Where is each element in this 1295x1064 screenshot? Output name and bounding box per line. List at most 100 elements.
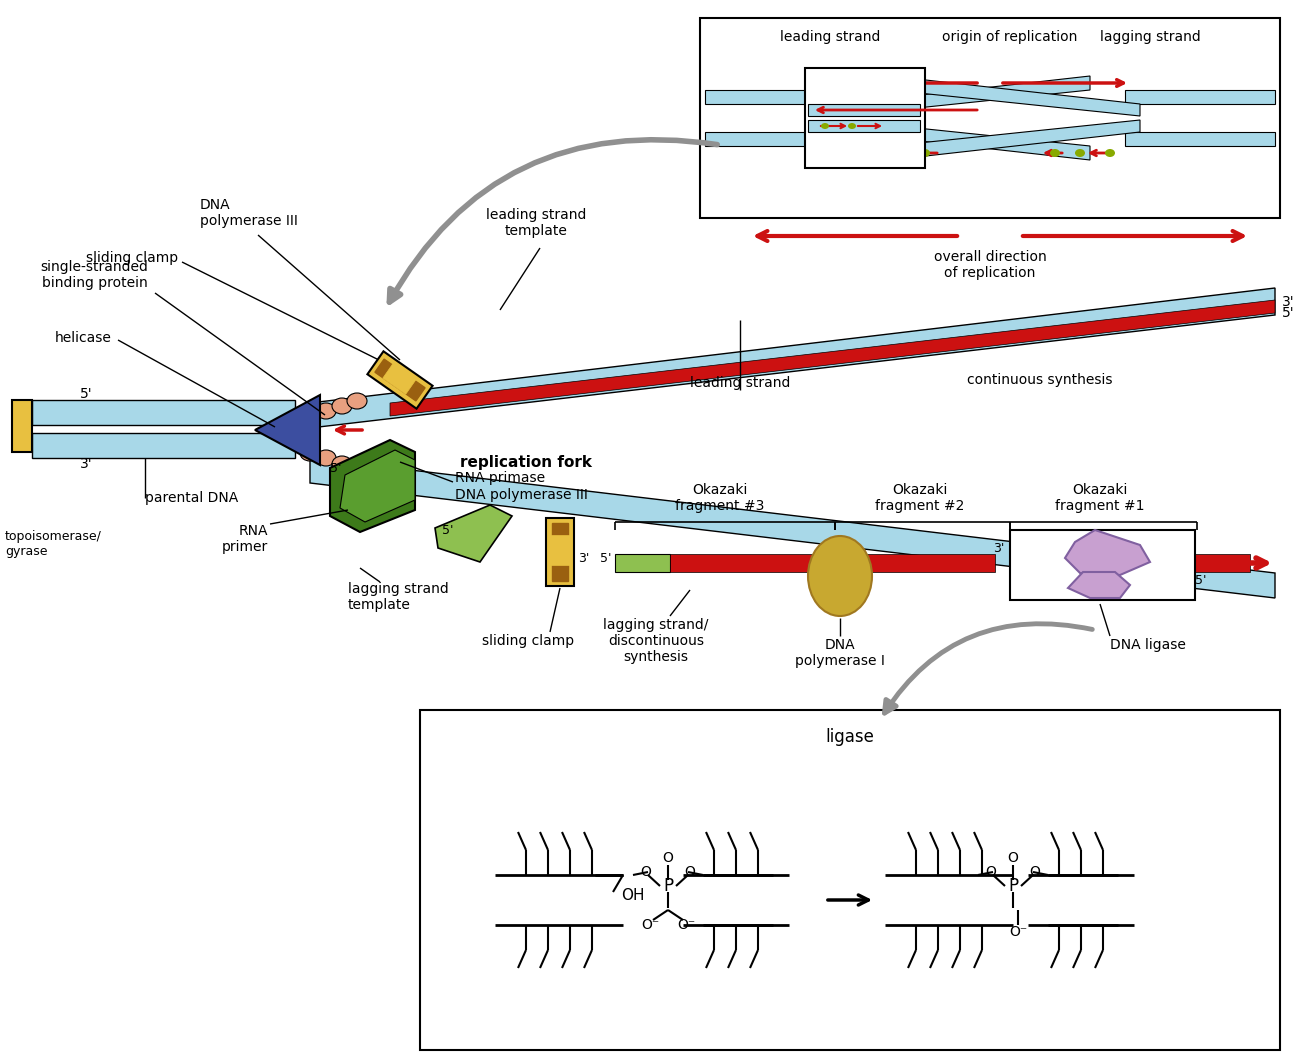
Bar: [1010, 554, 1250, 572]
Text: helicase: helicase: [56, 331, 111, 345]
Bar: [701, 18, 1279, 218]
Text: replication fork: replication fork: [460, 455, 592, 470]
Text: Okazaki
fragment #2: Okazaki fragment #2: [875, 483, 965, 513]
Text: O⁻: O⁻: [641, 918, 659, 932]
Text: leading strand: leading strand: [690, 376, 790, 390]
Text: 3': 3': [80, 458, 93, 471]
Polygon shape: [546, 518, 574, 586]
Text: O: O: [985, 865, 996, 879]
Ellipse shape: [1075, 149, 1085, 157]
Text: 5': 5': [80, 387, 93, 401]
Ellipse shape: [1105, 149, 1115, 157]
Text: lagging strand/
discontinuous
synthesis: lagging strand/ discontinuous synthesis: [603, 618, 708, 664]
Polygon shape: [840, 120, 1090, 160]
Bar: [420, 710, 1279, 1050]
Text: DNA
polymerase III: DNA polymerase III: [199, 198, 298, 228]
Polygon shape: [310, 288, 1276, 428]
Text: ligase: ligase: [826, 728, 874, 746]
Polygon shape: [1068, 572, 1131, 598]
Polygon shape: [1064, 530, 1150, 575]
Text: DNA
polymerase I: DNA polymerase I: [795, 638, 884, 668]
Polygon shape: [330, 440, 414, 532]
Text: P: P: [1008, 877, 1018, 895]
Text: 5': 5': [600, 551, 611, 565]
Text: RNA
primer: RNA primer: [221, 523, 268, 554]
Ellipse shape: [316, 403, 335, 419]
Text: overall direction
of replication: overall direction of replication: [934, 250, 1046, 280]
Polygon shape: [435, 505, 512, 562]
Text: DNA polymerase III: DNA polymerase III: [455, 488, 588, 502]
Text: O: O: [1008, 851, 1018, 865]
Text: leading strand: leading strand: [780, 30, 881, 44]
Ellipse shape: [300, 409, 320, 425]
Text: Okazaki
fragment #1: Okazaki fragment #1: [1055, 483, 1145, 513]
Text: O⁻: O⁻: [677, 918, 695, 932]
Polygon shape: [808, 120, 919, 132]
Ellipse shape: [895, 149, 905, 157]
Polygon shape: [890, 120, 1140, 160]
Text: O: O: [685, 865, 695, 879]
Text: O: O: [1030, 865, 1040, 879]
Polygon shape: [808, 104, 919, 116]
Text: 5': 5': [330, 462, 342, 475]
Ellipse shape: [332, 456, 352, 472]
Polygon shape: [32, 400, 295, 425]
Text: lagging strand
template: lagging strand template: [348, 582, 449, 612]
Bar: [805, 68, 925, 168]
Ellipse shape: [821, 123, 829, 129]
Text: leading strand
template: leading strand template: [486, 207, 587, 238]
Polygon shape: [552, 523, 569, 581]
Polygon shape: [704, 132, 855, 146]
Ellipse shape: [300, 445, 320, 461]
Text: 5': 5': [1282, 306, 1295, 320]
Bar: [824, 556, 835, 570]
Ellipse shape: [1050, 149, 1061, 157]
Polygon shape: [376, 360, 425, 401]
Text: single-stranded
binding protein: single-stranded binding protein: [40, 260, 148, 290]
Polygon shape: [550, 535, 570, 565]
Text: DNA ligase: DNA ligase: [1110, 638, 1186, 652]
Bar: [1010, 530, 1195, 600]
Bar: [12, 400, 32, 452]
Polygon shape: [704, 90, 855, 104]
Polygon shape: [255, 395, 320, 465]
Text: continuous synthesis: continuous synthesis: [967, 373, 1112, 387]
Polygon shape: [383, 362, 417, 395]
Polygon shape: [840, 76, 1090, 116]
Ellipse shape: [808, 536, 872, 616]
Bar: [670, 554, 825, 572]
Text: sliding clamp: sliding clamp: [85, 251, 177, 265]
Text: O: O: [641, 865, 651, 879]
Text: lagging strand: lagging strand: [1099, 30, 1200, 44]
Ellipse shape: [848, 123, 856, 129]
Text: 3': 3': [578, 551, 589, 565]
Bar: [615, 554, 670, 572]
Ellipse shape: [316, 450, 335, 466]
Text: OH: OH: [622, 887, 645, 902]
Polygon shape: [310, 458, 1276, 598]
Text: RNA primase: RNA primase: [455, 471, 545, 485]
Polygon shape: [890, 76, 1140, 116]
Polygon shape: [368, 351, 433, 409]
Text: 5': 5': [1195, 573, 1207, 586]
Ellipse shape: [332, 398, 352, 414]
Text: parental DNA: parental DNA: [145, 491, 238, 505]
Ellipse shape: [919, 149, 930, 157]
Text: origin of replication: origin of replication: [943, 30, 1077, 44]
Text: 3': 3': [993, 542, 1004, 554]
Polygon shape: [1125, 90, 1276, 104]
Ellipse shape: [347, 461, 366, 477]
Polygon shape: [341, 450, 414, 522]
Text: 3': 3': [1282, 295, 1295, 309]
Text: sliding clamp: sliding clamp: [482, 634, 574, 648]
Ellipse shape: [865, 149, 875, 157]
Polygon shape: [32, 433, 295, 458]
Text: Okazaki
fragment #3: Okazaki fragment #3: [675, 483, 764, 513]
Text: 5': 5': [443, 523, 453, 536]
Bar: [835, 554, 995, 572]
Text: topoisomerase/
gyrase: topoisomerase/ gyrase: [5, 530, 102, 558]
Text: O⁻: O⁻: [1009, 925, 1027, 940]
Text: P: P: [663, 877, 673, 895]
Ellipse shape: [347, 393, 366, 409]
Polygon shape: [390, 300, 1276, 416]
